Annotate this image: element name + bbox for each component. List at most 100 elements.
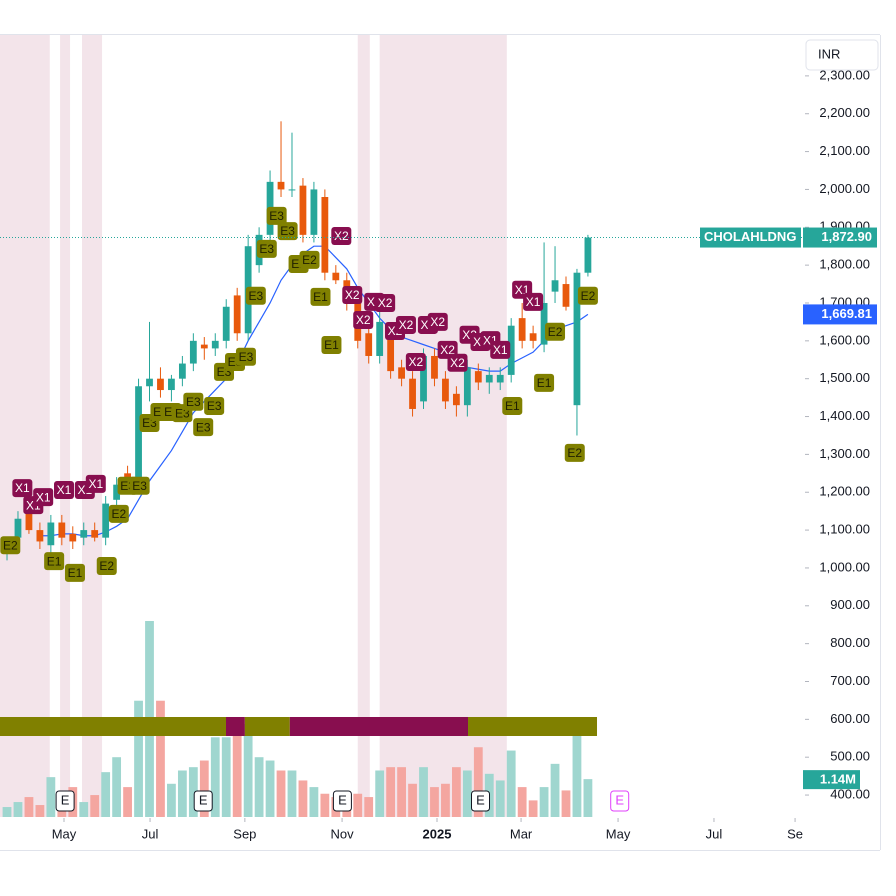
volume-bar xyxy=(353,793,363,817)
candle-body xyxy=(485,374,493,383)
signal-box xyxy=(193,418,214,437)
signal-box xyxy=(33,488,54,507)
signal-label: X2 xyxy=(345,288,360,302)
ma-tag xyxy=(803,304,877,325)
signal-box xyxy=(256,239,277,258)
volume-bar xyxy=(408,783,417,817)
signal-label: X2 xyxy=(378,296,393,310)
volume-bar xyxy=(375,770,385,817)
volume-bar xyxy=(430,787,439,817)
candle-body xyxy=(102,503,110,538)
y-tick-label: 1,100.00 xyxy=(819,522,870,537)
volume-bar xyxy=(397,767,406,817)
candle-body xyxy=(496,374,504,383)
candle-body xyxy=(431,355,438,379)
signal-label: X2 xyxy=(408,355,423,369)
event-label: E xyxy=(476,792,485,807)
ma-line xyxy=(39,245,589,537)
signal-label: X1 xyxy=(15,481,30,495)
signal-label: X2 xyxy=(430,315,445,329)
signal-box xyxy=(44,552,65,571)
signal-label: X1 xyxy=(88,477,103,491)
volume-bar xyxy=(451,767,461,817)
candle-body xyxy=(365,333,373,356)
signal-box xyxy=(277,222,298,241)
event-label: E xyxy=(338,792,347,807)
signal-label: E3 xyxy=(280,224,295,238)
session-shade xyxy=(60,35,71,817)
volume-bar xyxy=(320,793,330,817)
candle-body xyxy=(299,185,307,235)
candle-body xyxy=(168,378,175,391)
volume-bar xyxy=(276,770,286,817)
candle-body xyxy=(25,511,33,531)
volume-bar xyxy=(134,700,143,817)
signal-label: X2 xyxy=(334,229,349,243)
signal-label: X2 xyxy=(356,313,371,327)
candle-body xyxy=(562,284,570,307)
candle-body xyxy=(36,530,44,542)
plot-area: E E E E EE2X1X1X1E1X1E1X1X1E2E2E3E3E3E3E3E3E… xyxy=(0,35,805,817)
currency-label[interactable]: INR xyxy=(818,46,840,61)
signal-box xyxy=(183,392,204,411)
event-box xyxy=(193,790,213,812)
volume-bar xyxy=(46,777,56,817)
candle-body xyxy=(540,302,548,345)
candle-body xyxy=(189,340,197,364)
candle-body xyxy=(442,378,449,402)
volume-bar xyxy=(506,750,516,817)
signal-label: E2 xyxy=(548,325,563,339)
signal-box xyxy=(545,322,566,341)
y-tick-label: 900.00 xyxy=(830,597,870,612)
volume-bar xyxy=(13,802,23,817)
candle-body xyxy=(529,333,537,341)
candle-body xyxy=(233,295,241,334)
volume-bar xyxy=(2,807,12,817)
currency-box[interactable] xyxy=(805,39,879,71)
y-tick-label: 2,300.00 xyxy=(819,67,870,82)
candle-body xyxy=(463,367,471,406)
signal-label: E1 xyxy=(324,338,339,352)
y-tick-label: 1,800.00 xyxy=(819,257,870,272)
signal-label: E2 xyxy=(99,559,114,573)
candle-body xyxy=(332,272,340,281)
candle-body xyxy=(277,181,285,190)
symbol-tag xyxy=(700,227,801,248)
currency-button[interactable]: INR xyxy=(805,39,879,71)
signal-box xyxy=(342,286,363,305)
volume-bar xyxy=(210,737,220,817)
regime-strip xyxy=(244,717,290,736)
volume-bar xyxy=(287,770,297,817)
x-tick-label: May xyxy=(52,826,77,841)
volume-bar xyxy=(79,802,89,817)
signal-box xyxy=(64,563,85,582)
x-tick-label: Nov xyxy=(331,826,355,841)
regime-strip xyxy=(226,717,245,736)
y-tick-label: 2,200.00 xyxy=(819,105,870,120)
signal-label: E3 xyxy=(207,399,222,413)
volume-bar xyxy=(539,787,549,817)
signal-box xyxy=(331,226,352,245)
y-tick-label: 500.00 xyxy=(830,749,870,764)
session-shade xyxy=(0,35,50,817)
signal-label: E1 xyxy=(68,566,83,580)
signal-label: E1 xyxy=(47,554,62,568)
symbol-label: CHOLAHLDNG xyxy=(704,229,796,244)
x-tick-label: 2025 xyxy=(423,826,452,841)
volume-bar xyxy=(386,767,396,817)
y-tick-label: 1,400.00 xyxy=(819,408,870,423)
signal-box xyxy=(577,286,598,305)
signal-box xyxy=(502,396,523,415)
signal-label: E3 xyxy=(269,209,284,223)
candle-body xyxy=(14,518,22,538)
signal-box xyxy=(310,287,331,306)
volume-bar xyxy=(123,787,132,817)
signal-label: E1 xyxy=(313,290,328,304)
signal-label: E2 xyxy=(302,253,317,267)
volume-tag xyxy=(803,770,860,790)
volume-bar xyxy=(473,747,483,817)
signal-box xyxy=(129,476,150,495)
regime-strip xyxy=(0,717,227,736)
candle-body xyxy=(222,306,230,341)
